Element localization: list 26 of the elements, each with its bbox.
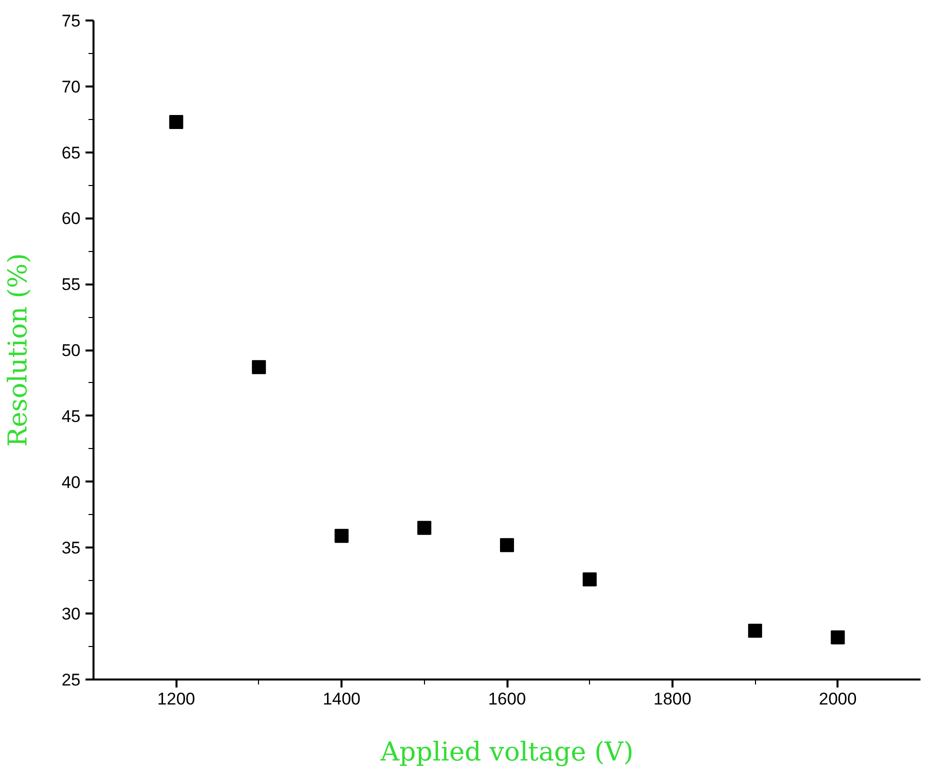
y-axis-title: Resolution (%) [4, 253, 34, 447]
x-tick-label: 1800 [653, 690, 692, 708]
point [830, 630, 845, 644]
point [748, 624, 762, 638]
y-tick-label: 50 [62, 341, 81, 360]
point [252, 360, 266, 374]
x-tick-label: 1600 [488, 690, 526, 708]
y-tick-label: 30 [62, 604, 81, 624]
y-tick-label: 70 [62, 77, 81, 96]
point [169, 114, 184, 129]
point [500, 538, 514, 552]
x-tick-label: 1400 [322, 690, 361, 708]
x-tick-label: 1200 [157, 690, 196, 708]
y-tick-label: 55 [62, 275, 81, 294]
y-tick-label: 60 [62, 209, 81, 228]
x-axis-title: Applied voltage (V) [380, 738, 634, 768]
y-tick-label: 35 [62, 538, 81, 558]
point [417, 520, 432, 535]
y-tick-label: 65 [62, 143, 81, 162]
point [582, 572, 597, 586]
y-tick-label: 75 [62, 12, 81, 30]
y-tick-label: 25 [62, 670, 81, 690]
point [334, 528, 349, 543]
x-tick-label: 2000 [818, 690, 857, 708]
y-tick-label: 45 [62, 406, 81, 426]
y-tick-label: 40 [62, 472, 81, 492]
